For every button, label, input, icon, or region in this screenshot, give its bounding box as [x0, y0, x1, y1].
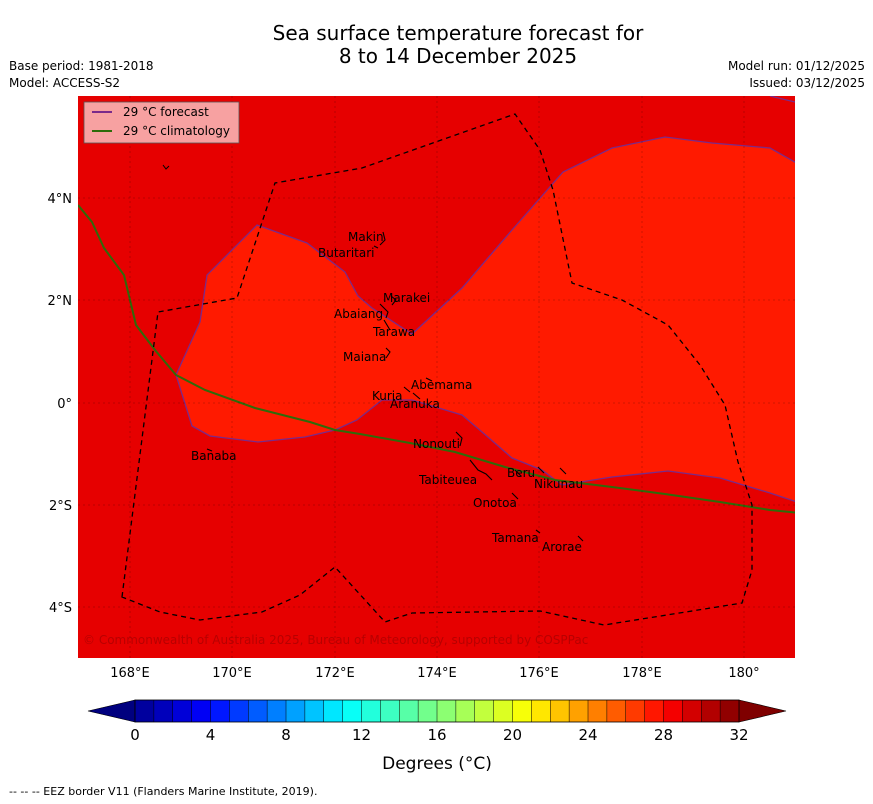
lat-tick-2n: 2°N: [48, 294, 73, 309]
place-label-nonouti: Nonouti: [413, 437, 460, 451]
colorbar-cell: [531, 700, 551, 722]
legend-forecast-label: 29 °C forecast: [123, 105, 209, 119]
lat-tick-4n: 4°N: [48, 192, 73, 207]
colorbar-tick-28: 28: [654, 726, 673, 744]
place-label-tamana: Tamana: [491, 531, 539, 545]
colorbar-cell: [720, 700, 740, 722]
lat-tick-0: 0°: [57, 397, 72, 412]
gridlines: [78, 96, 795, 658]
island-outline: [162, 164, 170, 170]
colorbar-cell: [399, 700, 419, 722]
forecast-contour-corner: [769, 96, 795, 103]
colorbar-tick-24: 24: [578, 726, 597, 744]
place-label-aranuka: Aranuka: [390, 397, 440, 411]
colorbar-tick-8: 8: [281, 726, 291, 744]
place-label-banaba: Banaba: [191, 449, 237, 463]
colorbar-under-arrow: [87, 699, 136, 723]
forecast-contour-upper: [175, 136, 795, 376]
warm-region: [176, 137, 795, 502]
colorbar-cell: [342, 700, 362, 722]
colorbar-cell: [323, 700, 344, 722]
place-label-makin: Makin: [348, 230, 384, 244]
lon-tick-168e: 168°E: [110, 666, 150, 681]
colorbar-cell: [153, 700, 174, 722]
colorbar-cell: [569, 700, 589, 722]
colorbar-cell: [248, 700, 268, 722]
colorbar-cell: [210, 700, 230, 722]
colorbar-tick-16: 16: [427, 726, 446, 744]
atoll-outlines: [206, 231, 584, 542]
colorbar-cell: [606, 700, 627, 722]
colorbar: 0 4 8 12 16 20 24 28 32 Degrees (°C): [87, 699, 787, 774]
eez-footnote: -- -- -- EEZ border V11 (Flanders Marine…: [9, 785, 318, 798]
colorbar-cell: [135, 700, 155, 722]
place-label-abemama: Abemama: [411, 378, 472, 392]
meta-left: Base period: 1981-2018 Model: ACCESS-S2: [9, 58, 154, 92]
place-label-kuria: Kuria: [372, 389, 403, 403]
colorbar-tick-4: 4: [206, 726, 216, 744]
forecast-contour-lower: [175, 374, 795, 503]
colorbar-tick-32: 32: [729, 726, 748, 744]
colorbar-cell: [550, 700, 570, 722]
place-label-beru: Beru: [507, 466, 535, 480]
lon-tick-170e: 170°E: [212, 666, 252, 681]
lat-tick-2s: 2°S: [49, 499, 72, 514]
meta-right: Model run: 01/12/2025 Issued: 03/12/2025: [728, 58, 865, 92]
colorbar-cell: [267, 700, 287, 722]
colorbar-cell: [663, 700, 683, 722]
place-label-arorae: Arorae: [542, 540, 582, 554]
model-name: Model: ACCESS-S2: [9, 76, 121, 90]
issued-date: Issued: 03/12/2025: [749, 76, 865, 90]
place-label-maiana: Maiana: [343, 350, 386, 364]
lat-tick-4s: 4°S: [49, 601, 72, 616]
page-title: Sea surface temperature forecast for 8 t…: [200, 22, 716, 68]
lon-tick-180: 180°: [728, 666, 759, 681]
copyright-note: © Commonwealth of Australia 2025, Bureau…: [83, 633, 588, 647]
model-run: Model run: 01/12/2025: [727, 59, 865, 73]
place-label-abaiang: Abaiang: [334, 307, 383, 321]
place-label-marakei: Marakei: [383, 291, 430, 305]
colorbar-cell: [380, 700, 400, 722]
place-label-butaritari: Butaritari: [318, 246, 375, 260]
colorbar-cell: [437, 700, 457, 722]
base-period: Base period: 1981-2018: [9, 59, 154, 73]
colorbar-cell: [191, 700, 211, 722]
colorbar-over-arrow: [738, 699, 787, 723]
colorbar-cell: [588, 700, 608, 722]
place-label-onotoa: Onotoa: [473, 496, 517, 510]
colorbar-cell: [286, 700, 306, 722]
climatology-contour: [78, 204, 795, 514]
map-figure: Makin Butaritari Marakei Abaiang Tarawa …: [48, 96, 795, 774]
map-area: Makin Butaritari Marakei Abaiang Tarawa …: [78, 96, 795, 658]
colorbar-cell: [304, 700, 325, 722]
place-label-nikunau: Nikunau: [534, 477, 583, 491]
colorbar-cell: [682, 700, 702, 722]
colorbar-cell: [701, 700, 721, 722]
colorbar-tick-12: 12: [352, 726, 371, 744]
map-legend: 29 °C forecast 29 °C climatology: [83, 101, 240, 144]
eez-border: [121, 113, 753, 626]
colorbar-cell: [229, 700, 249, 722]
colorbar-cell: [512, 700, 532, 722]
title-line-2: 8 to 14 December 2025: [338, 44, 578, 68]
colorbar-tick-20: 20: [503, 726, 522, 744]
legend-climatology-label: 29 °C climatology: [123, 124, 230, 138]
colorbar-cell: [455, 700, 476, 722]
place-label-tarawa: Tarawa: [372, 325, 415, 339]
colorbar-cell: [418, 700, 438, 722]
colorbar-cell: [361, 700, 381, 722]
title-line-1: Sea surface temperature forecast for: [272, 21, 644, 45]
lon-tick-172e: 172°E: [315, 666, 355, 681]
colorbar-tick-0: 0: [130, 726, 140, 744]
place-label-tabiteuea: Tabiteuea: [418, 473, 477, 487]
colorbar-cell: [644, 700, 664, 722]
colorbar-cell: [493, 700, 513, 722]
colorbar-cell: [474, 700, 495, 722]
lon-tick-174e: 174°E: [417, 666, 457, 681]
colorbar-cell: [625, 700, 646, 722]
lon-tick-178e: 178°E: [622, 666, 662, 681]
lon-tick-176e: 176°E: [519, 666, 559, 681]
colorbar-label: Degrees (°C): [382, 754, 492, 774]
colorbar-cell: [172, 700, 193, 722]
